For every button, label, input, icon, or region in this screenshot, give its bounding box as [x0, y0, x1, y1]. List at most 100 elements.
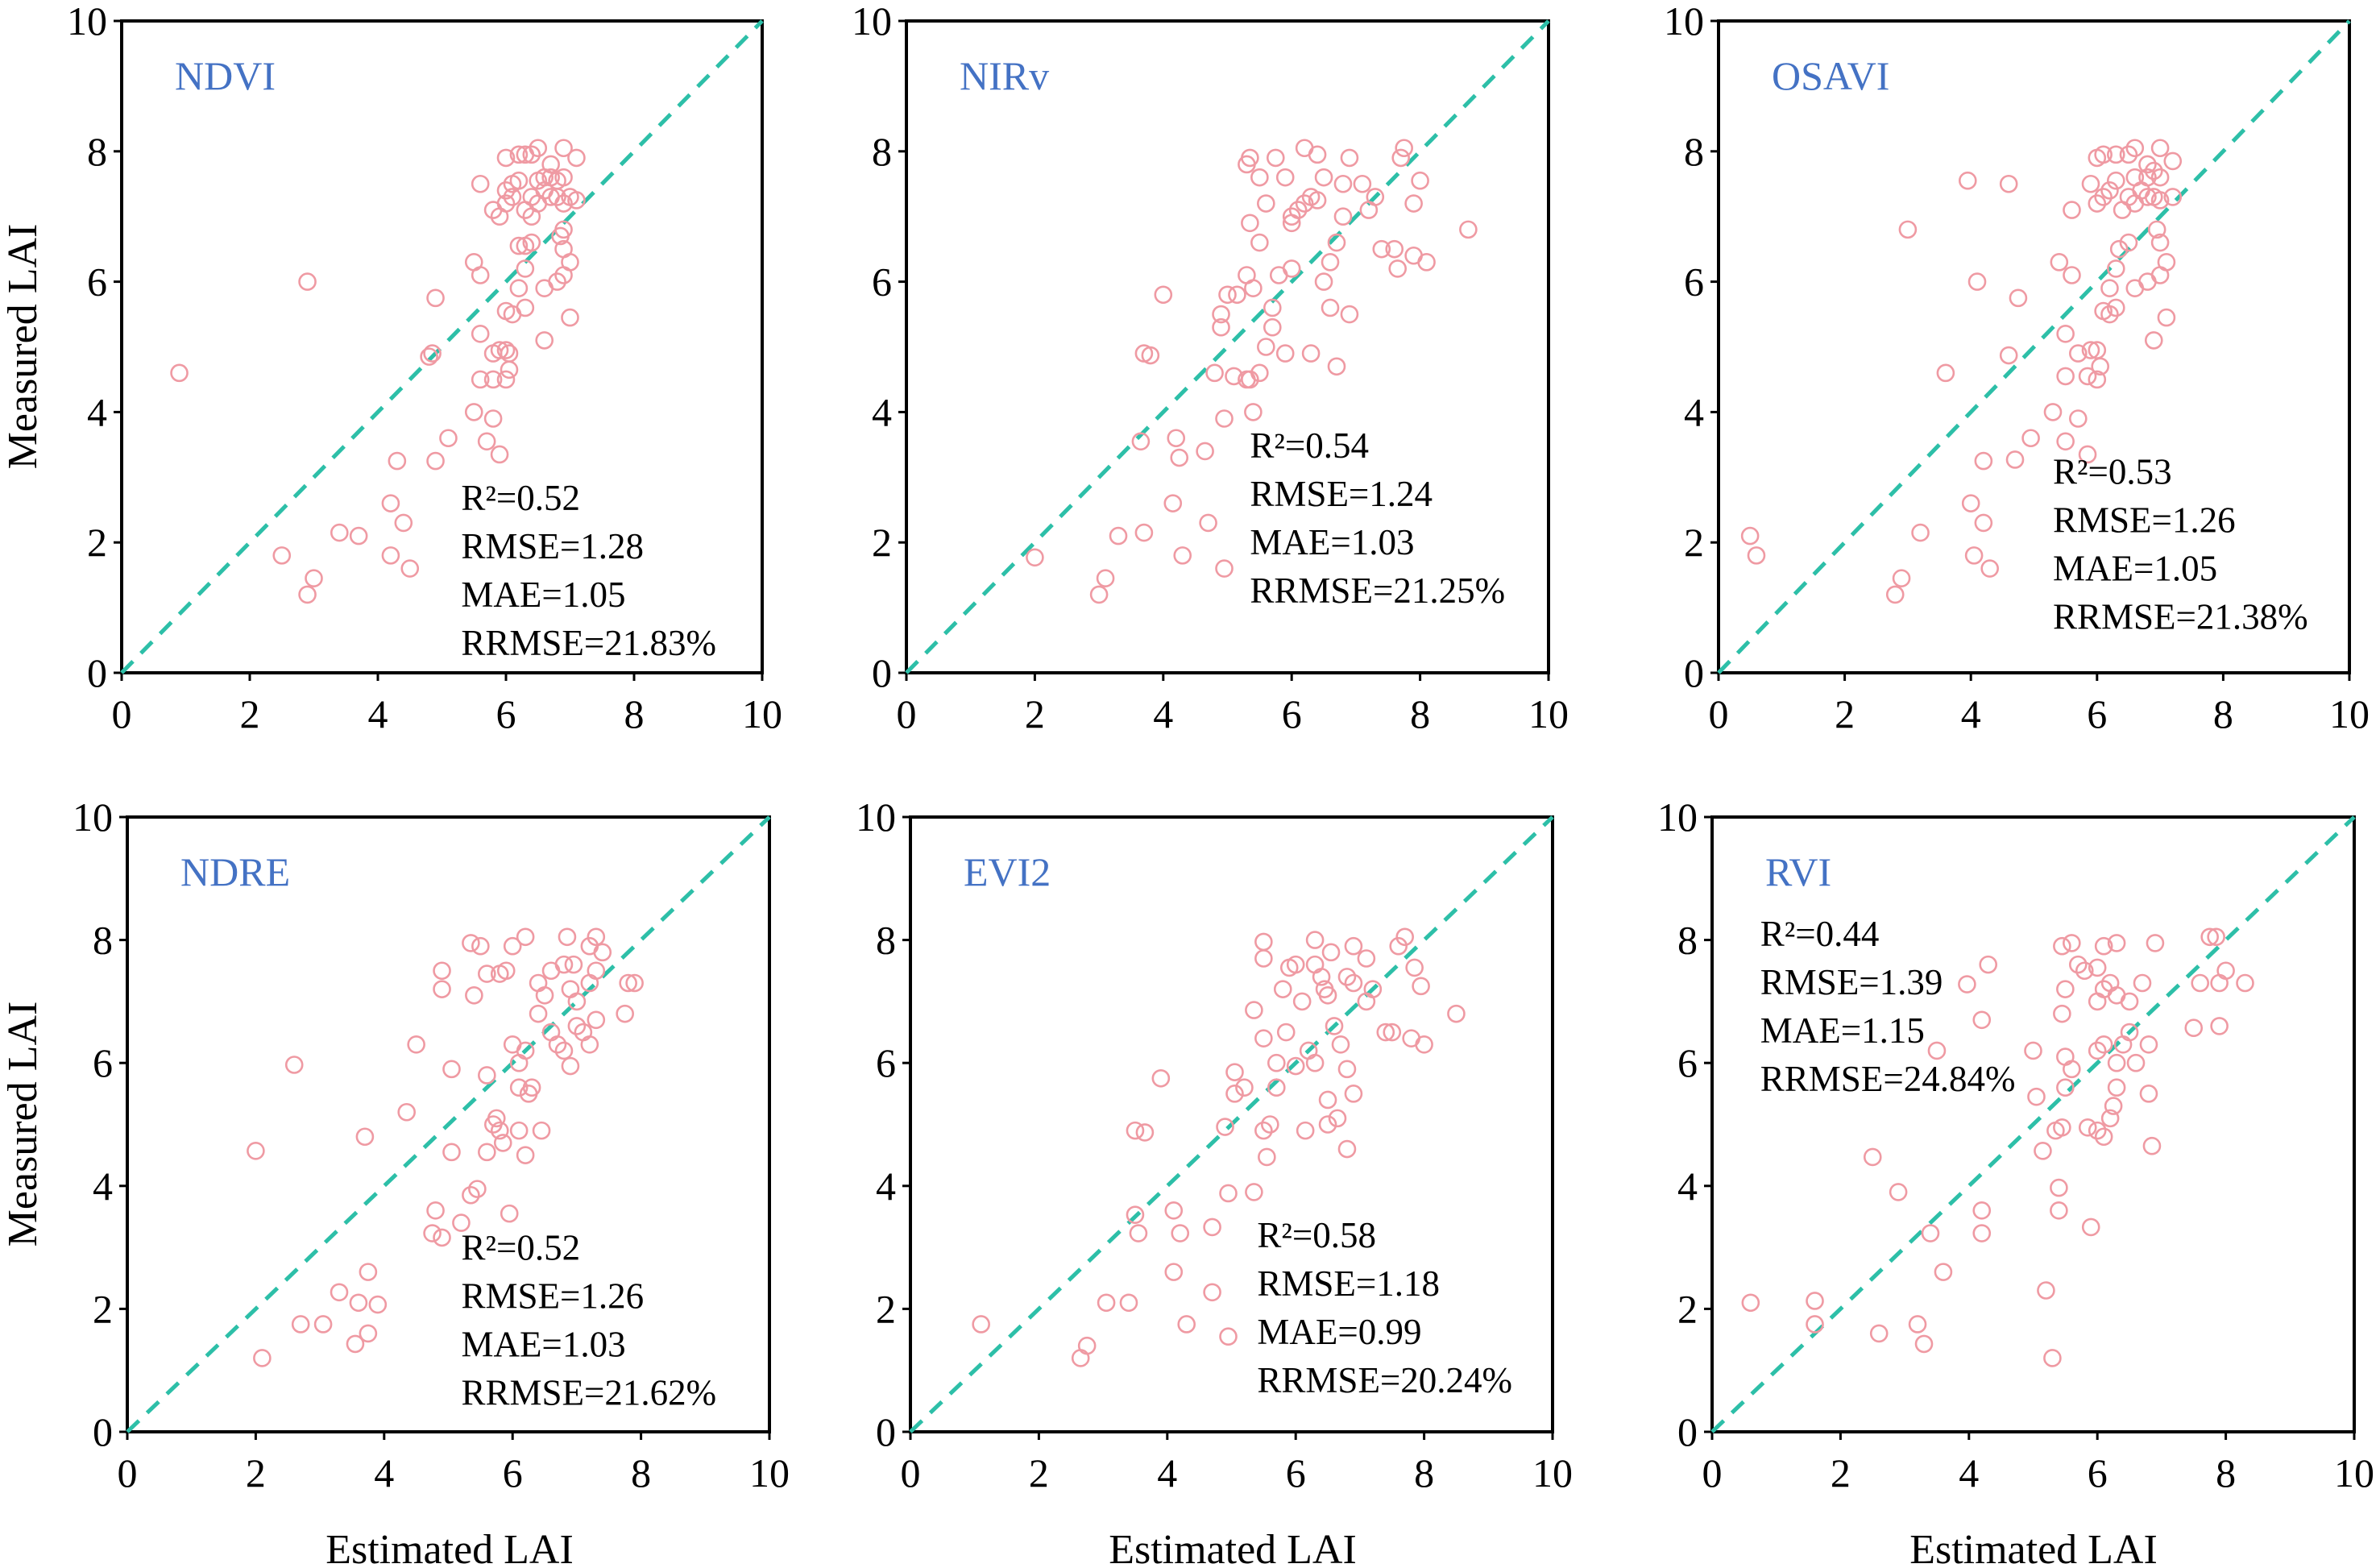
x-tick-label: 6: [503, 1450, 523, 1495]
data-point: [465, 985, 483, 1005]
data-point: [1212, 317, 1230, 337]
panel-ndvi: 0 2 4 6 8 10 0 2 4 6 8 10 NDVI R²=0.52 RMSE=1.28 MAE=1.…: [67, 0, 782, 736]
data-point: [1135, 1123, 1155, 1142]
data-point: [284, 1056, 304, 1074]
data-point: [1263, 317, 1282, 337]
data-point: [1979, 955, 1998, 974]
data-point: [471, 325, 490, 343]
data-point: [496, 341, 516, 359]
data-point: [462, 934, 480, 952]
x-tick-label: 6: [1282, 691, 1302, 736]
y-tick-label: 2: [1684, 520, 1704, 565]
x-tick-label: 8: [1414, 1450, 1434, 1495]
y-tick-label: 2: [87, 520, 107, 565]
plot-frame: [905, 19, 1550, 674]
data-point: [407, 1035, 425, 1054]
stat-line: MAE=1.03: [1250, 522, 1414, 562]
stat-line: R²=0.44: [1760, 914, 1880, 954]
data-point: [1333, 207, 1353, 226]
stat-line: RRMSE=21.25%: [1250, 570, 1505, 611]
data-point: [1119, 1293, 1138, 1313]
data-point: [368, 1295, 388, 1314]
x-tick-label: 4: [374, 1450, 394, 1495]
y-tick-label: 6: [1677, 1040, 1698, 1085]
data-point: [522, 1078, 541, 1097]
data-point: [1097, 1293, 1116, 1313]
data-point: [541, 155, 560, 174]
data-point: [2100, 305, 2119, 324]
data-point: [972, 1315, 990, 1334]
data-point: [359, 1324, 378, 1343]
plot-frame: [1710, 815, 2356, 1433]
data-point: [532, 1121, 551, 1140]
data-point: [1296, 1121, 1315, 1140]
data-point: [478, 964, 496, 983]
x-tick-label: 8: [631, 1450, 651, 1495]
data-point: [2106, 145, 2125, 164]
one-to-one-line: [909, 815, 1554, 1433]
data-point: [349, 526, 368, 545]
data-point: [1089, 585, 1109, 604]
stat-line: R²=0.53: [2053, 451, 2172, 492]
data-point: [1908, 1315, 1927, 1334]
data-point: [2163, 151, 2183, 171]
data-point: [1295, 194, 1314, 213]
data-point: [1314, 272, 1333, 291]
data-point: [400, 559, 420, 578]
data-point: [2120, 992, 2139, 1011]
data-point: [1218, 285, 1237, 305]
data-point: [1921, 1224, 1940, 1242]
data-point: [1308, 145, 1327, 164]
data-point: [496, 961, 516, 981]
data-point: [516, 1041, 535, 1060]
data-point: [2125, 139, 2145, 158]
data-point: [2009, 288, 2028, 308]
data-point: [1340, 305, 1359, 324]
y-tick-label: 0: [872, 650, 892, 695]
data-point: [1134, 523, 1154, 542]
data-point: [554, 139, 573, 158]
stat-line: RRMSE=21.38%: [2053, 596, 2308, 637]
data-point: [1212, 305, 1230, 324]
data-point: [509, 1121, 529, 1140]
panel-ndre: 0 2 4 6 8 10 0 2 4 6 8 10 NDRE R²=0.52 RMSE=1.26 MAE=1.…: [73, 794, 790, 1495]
data-point: [1340, 148, 1359, 168]
data-point: [477, 432, 496, 451]
data-point: [1286, 1056, 1305, 1076]
data-point: [1276, 1023, 1296, 1042]
data-point: [2119, 145, 2138, 164]
y-tick-label: 2: [872, 520, 892, 565]
data-point: [2150, 168, 2170, 187]
data-point: [567, 148, 586, 168]
data-point: [330, 523, 349, 542]
data-point: [471, 936, 490, 956]
data-point: [503, 174, 522, 193]
data-point: [2106, 259, 2125, 278]
data-point: [298, 585, 317, 604]
data-point: [2106, 298, 2125, 317]
y-tick-label: 10: [856, 794, 896, 840]
data-point: [2138, 155, 2157, 174]
data-point: [2050, 1178, 2068, 1197]
data-point: [1250, 233, 1269, 252]
panel-evi2: 0 2 4 6 8 10 0 2 4 6 8 10 EVI2 R²=0.58 RMSE=1.18 MAE=0.…: [856, 794, 1573, 1495]
data-point: [1936, 363, 1955, 383]
data-point: [2027, 1087, 2046, 1106]
data-point: [2107, 934, 2126, 952]
data-point: [2005, 450, 2025, 469]
data-point: [2053, 1004, 2071, 1023]
data-point: [1898, 220, 1918, 239]
data-point: [551, 226, 570, 246]
x-tick-label: 2: [1029, 1450, 1049, 1495]
data-point: [1305, 1053, 1325, 1072]
data-point: [426, 288, 445, 308]
data-point: [1337, 1139, 1357, 1159]
data-point: [1215, 559, 1234, 578]
data-point: [619, 973, 637, 993]
y-tick-label: 10: [852, 0, 892, 44]
stat-line: R²=0.58: [1257, 1215, 1376, 1255]
one-to-one-line: [1717, 19, 2351, 674]
data-point: [1254, 1121, 1273, 1140]
stat-line: RRMSE=21.62%: [461, 1372, 716, 1412]
